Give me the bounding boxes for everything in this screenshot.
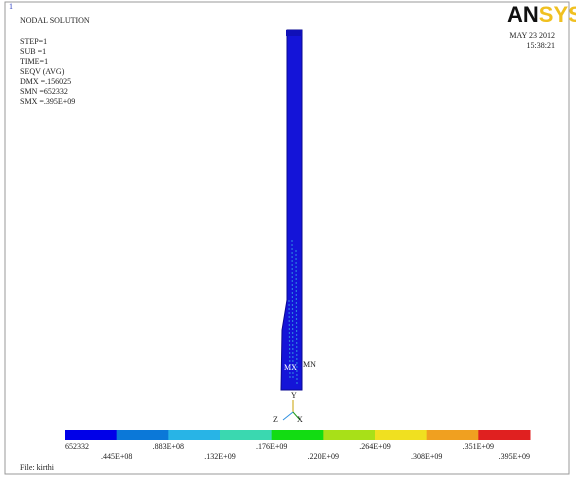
legend-band bbox=[220, 430, 272, 440]
triad-x: X bbox=[297, 415, 303, 424]
legend-label: .132E+09 bbox=[204, 452, 235, 461]
legend-label: .395E+09 bbox=[499, 452, 530, 461]
legend-label: .445E+08 bbox=[101, 452, 132, 461]
ansys-window: 1 NODAL SOLUTION STEP=1SUB =1TIME=1SEQV … bbox=[0, 0, 576, 485]
legend-label: .264E+09 bbox=[359, 442, 390, 451]
triad-z: Z bbox=[273, 415, 278, 424]
info-line: SMX =.395E+09 bbox=[20, 97, 75, 106]
time: 15:38:21 bbox=[527, 41, 555, 50]
legend-label: .176E+09 bbox=[256, 442, 287, 451]
legend-band bbox=[478, 430, 530, 440]
info-line: DMX =.156025 bbox=[20, 77, 71, 86]
legend-band bbox=[375, 430, 427, 440]
info-line: SEQV (AVG) bbox=[20, 67, 65, 76]
window-number: 1 bbox=[9, 2, 13, 11]
legend-band bbox=[323, 430, 375, 440]
legend-band bbox=[65, 430, 117, 440]
info-line: STEP=1 bbox=[20, 37, 47, 46]
plot-title: NODAL SOLUTION bbox=[20, 16, 90, 25]
legend-label: .351E+09 bbox=[463, 442, 494, 451]
legend-band bbox=[168, 430, 220, 440]
date: MAY 23 2012 bbox=[509, 31, 555, 40]
file-name: File: kirthi bbox=[20, 463, 55, 472]
legend-band bbox=[117, 430, 169, 440]
triad-y: Y bbox=[291, 391, 297, 400]
beam-top bbox=[286, 30, 302, 36]
logo: ANSYS bbox=[507, 2, 576, 27]
legend-band bbox=[272, 430, 324, 440]
max-marker: MX bbox=[284, 363, 297, 372]
legend-label: 652332 bbox=[65, 442, 89, 451]
info-line: SMN =652332 bbox=[20, 87, 68, 96]
info-line: TIME=1 bbox=[20, 57, 48, 66]
legend-label: .220E+09 bbox=[308, 452, 339, 461]
legend-label: .883E+08 bbox=[153, 442, 184, 451]
info-line: SUB =1 bbox=[20, 47, 46, 56]
legend-band bbox=[427, 430, 479, 440]
legend-label: .308E+09 bbox=[411, 452, 442, 461]
min-marker: MN bbox=[303, 360, 316, 369]
